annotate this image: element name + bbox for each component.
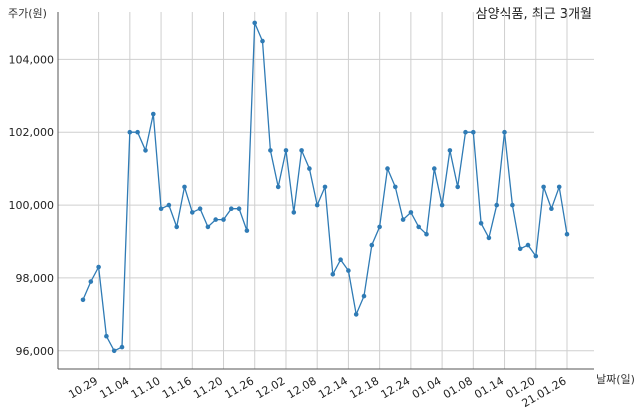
y-tick-label: 104,000	[9, 53, 55, 66]
data-point	[174, 224, 179, 230]
data-point	[416, 224, 422, 230]
data-point	[510, 202, 515, 208]
data-point	[299, 148, 304, 153]
data-point	[190, 210, 195, 215]
data-point	[385, 166, 390, 171]
data-point	[88, 279, 94, 284]
x-tick-label: 11.16	[160, 374, 194, 401]
data-point	[96, 264, 101, 270]
y-tick-label: 102,000	[9, 126, 55, 139]
y-axis-label: 주가(원)	[8, 7, 47, 20]
data-point	[408, 210, 414, 215]
data-point	[439, 202, 445, 208]
data-point	[213, 217, 218, 222]
x-tick-label: 10.29	[66, 374, 100, 401]
x-tick-label: 12.08	[285, 374, 319, 401]
x-tick-label: 11.10	[129, 374, 163, 401]
data-point	[494, 202, 500, 208]
data-point	[260, 38, 265, 44]
data-point	[346, 268, 351, 273]
data-point	[502, 129, 507, 135]
data-point	[353, 312, 359, 317]
data-point	[377, 224, 382, 230]
data-point	[135, 129, 140, 135]
x-tick-label: 01.08	[441, 374, 475, 401]
data-point	[517, 246, 523, 252]
data-point	[197, 206, 203, 211]
data-point	[564, 231, 570, 237]
data-point	[455, 184, 461, 190]
data-point	[275, 184, 281, 190]
data-point	[463, 129, 468, 135]
data-point	[182, 184, 187, 190]
data-point	[252, 20, 257, 26]
data-point	[143, 148, 148, 153]
gridlines	[58, 12, 594, 369]
y-tick-label: 96,000	[16, 345, 55, 358]
data-point	[525, 242, 531, 248]
data-point	[432, 166, 437, 171]
x-tick-label: 12.02	[254, 374, 288, 401]
data-point	[111, 348, 117, 354]
data-point	[369, 242, 375, 248]
data-point	[314, 202, 320, 208]
data-point	[322, 184, 328, 190]
data-point	[151, 111, 156, 117]
data-point	[393, 184, 398, 190]
data-point	[119, 344, 125, 350]
data-point	[447, 148, 453, 153]
data-point	[166, 202, 172, 208]
data-point	[307, 166, 312, 171]
data-point	[127, 129, 133, 135]
data-point	[229, 206, 234, 211]
data-point	[556, 184, 562, 190]
data-point	[486, 235, 492, 241]
data-point	[478, 221, 484, 226]
price-series	[80, 20, 570, 354]
data-point	[541, 184, 546, 190]
data-point	[236, 206, 242, 211]
data-point	[338, 257, 343, 263]
chart-title: 삼양식품, 최근 3개월	[476, 7, 592, 22]
data-point	[471, 129, 476, 135]
data-point	[361, 293, 367, 299]
data-point	[244, 228, 250, 233]
x-tick-label: 11.26	[222, 374, 256, 401]
data-point	[533, 253, 539, 259]
x-tick-label: 12.24	[379, 374, 413, 401]
data-point	[104, 333, 109, 339]
data-point	[330, 272, 336, 277]
x-tick-label: 01.14	[472, 374, 506, 401]
x-tick-label: 11.04	[98, 374, 132, 401]
data-point	[400, 217, 406, 222]
x-tick-labels: 10.2911.0411.1011.1611.2011.2612.0212.08…	[66, 374, 568, 409]
data-point	[158, 206, 164, 211]
data-point	[549, 206, 554, 211]
y-tick-label: 100,000	[9, 199, 55, 212]
data-point	[291, 210, 297, 215]
data-point	[221, 217, 226, 222]
x-tick-label: 11.20	[191, 374, 225, 401]
x-tick-label: 12.18	[347, 374, 381, 401]
data-point	[205, 224, 211, 230]
data-point	[424, 231, 429, 237]
y-tick-labels: 96,000 98,000 100,000 102,000 104,000	[9, 53, 55, 357]
data-point	[268, 148, 273, 153]
data-point	[283, 148, 289, 153]
axes	[57, 12, 594, 370]
x-tick-label: 12.14	[316, 374, 350, 401]
x-axis-label: 날짜(일)	[596, 372, 635, 386]
x-tick-label: 01.04	[410, 374, 444, 401]
y-tick-label: 98,000	[16, 272, 55, 285]
data-point	[80, 297, 86, 303]
